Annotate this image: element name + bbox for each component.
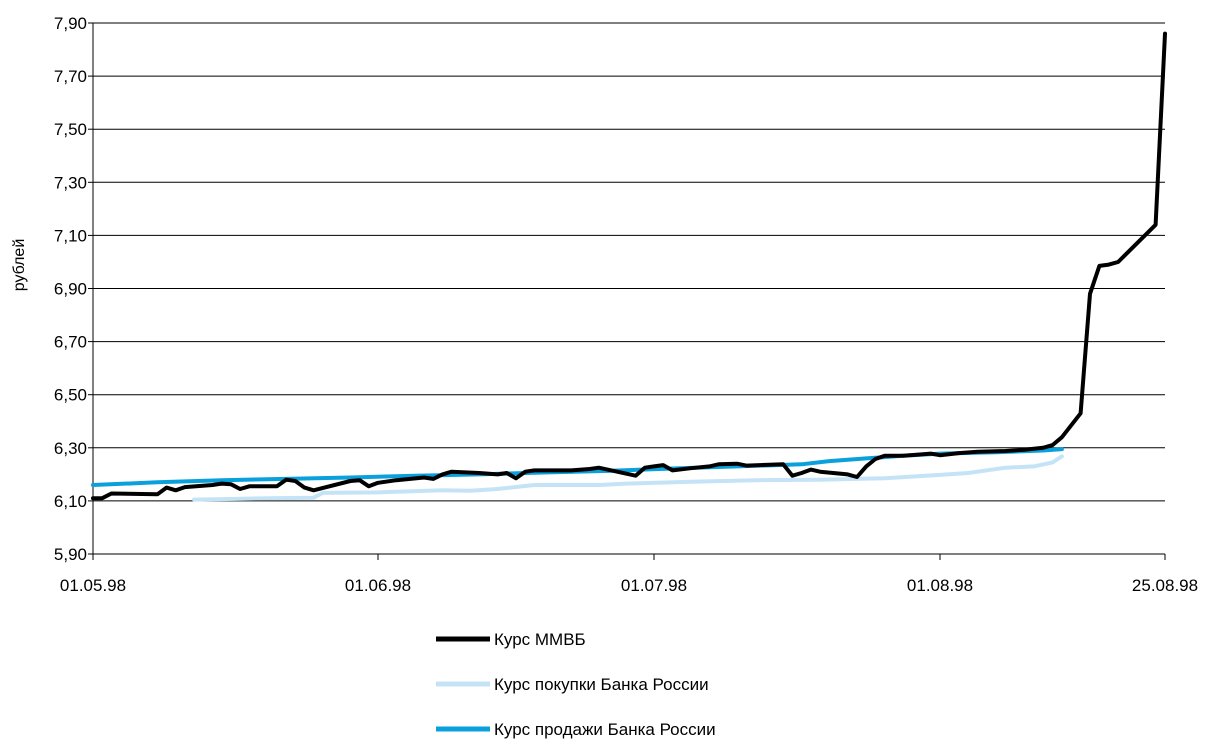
- x-tick-label: 25.08.98: [1132, 576, 1198, 595]
- x-tick-label: 01.06.98: [345, 576, 411, 595]
- x-tick-label: 01.07.98: [621, 576, 687, 595]
- x-tick-label: 01.08.98: [907, 576, 973, 595]
- legend-label: Курс ММВБ: [494, 630, 586, 649]
- y-tick-label: 7,30: [54, 173, 87, 192]
- y-tick-label: 5,90: [54, 545, 87, 564]
- series-line-2: [91, 31, 1167, 501]
- y-tick-label: 7,50: [54, 120, 87, 139]
- y-tick-label: 6,90: [54, 280, 87, 299]
- y-tick-label: 6,50: [54, 386, 87, 405]
- axes: 7,90 7,70 7,50 7,30 7,10 6,90 6,70 6,50 6,30 6,10…: [54, 14, 1198, 595]
- y-tick-label: 6,30: [54, 439, 87, 458]
- gridlines: [93, 22, 1165, 502]
- legend-label: Курс покупки Банка России: [494, 675, 709, 694]
- series-line-0: [192, 454, 1064, 502]
- y-tick-label: 7,70: [54, 67, 87, 86]
- legend: Курс ММВБ Курс покупки Банка России Курс п…: [436, 630, 716, 739]
- y-tick-label: 6,70: [54, 333, 87, 352]
- y-tick-label: 6,10: [54, 492, 87, 511]
- legend-label: Курс продажи Банка России: [494, 720, 716, 739]
- series-lines: [91, 31, 1167, 502]
- y-tick-label: 7,10: [54, 226, 87, 245]
- y-axis-title: рублей: [11, 239, 28, 292]
- x-tick-label: 01.05.98: [60, 576, 126, 595]
- y-tick-label: 7,90: [54, 14, 87, 33]
